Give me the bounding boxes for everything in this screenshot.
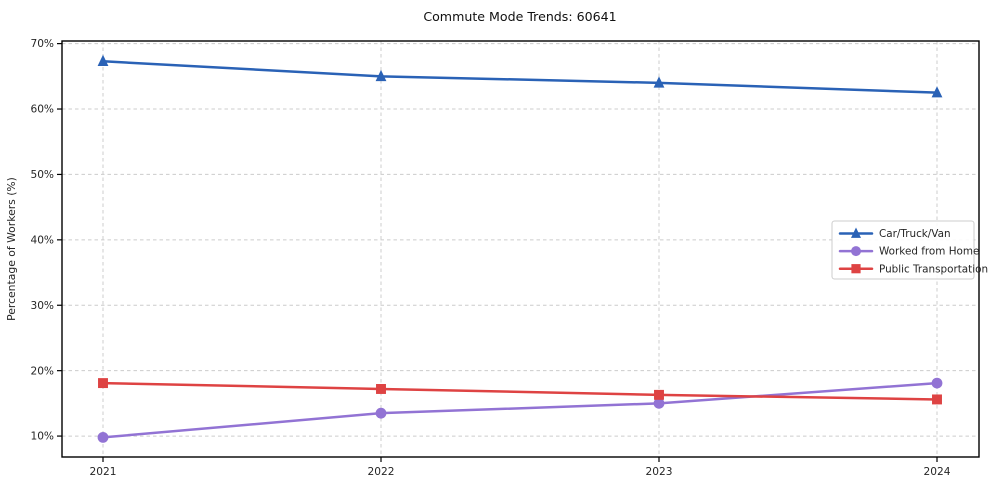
data-point-worked-from-home-2024: [931, 377, 943, 389]
legend-label: Public Transportation: [879, 263, 988, 275]
data-point-public-transportation-2023: [654, 389, 664, 400]
y-tick-label: 60%: [30, 104, 54, 116]
data-point-car-truck-van-2024: [931, 86, 943, 98]
series-line-public-transportation: [101, 381, 939, 401]
legend-label: Car/Truck/Van: [879, 228, 951, 240]
x-tick-label: 2021: [90, 466, 117, 478]
y-tick-label: 20%: [30, 365, 54, 377]
legend: Car/Truck/Van Worked from Home Public Tran…: [831, 220, 988, 280]
circle-icon: [851, 246, 861, 257]
data-point-worked-from-home-2023: [653, 397, 665, 409]
legend-label: Worked from Home: [879, 246, 979, 258]
tick-labels: 2021 2022 2023 2024 10% 20% 30% 40% 50% 60% 70%: [30, 38, 950, 478]
data-series: [97, 54, 943, 443]
y-tick-label: 40%: [30, 234, 54, 246]
x-tick-label: 2023: [646, 466, 673, 478]
y-tick-label: 10%: [30, 431, 54, 443]
series-line-car-truck-van: [101, 60, 939, 94]
x-tick-label: 2024: [924, 466, 951, 478]
series-line-worked-from-home: [101, 381, 939, 439]
plot-border: [61, 40, 980, 458]
axes: [57, 40, 980, 462]
data-point-public-transportation-2021: [98, 378, 108, 389]
data-point-car-truck-van-2023: [653, 76, 665, 88]
data-point-worked-from-home-2022: [375, 407, 387, 419]
legend-item: Public Transportation: [838, 263, 988, 275]
data-point-car-truck-van-2021: [97, 54, 109, 67]
data-point-worked-from-home-2021: [97, 431, 109, 443]
y-tick-label: 30%: [30, 300, 54, 312]
x-tick-label: 2022: [368, 466, 395, 478]
data-point-public-transportation-2024: [932, 394, 942, 405]
y-tick-label: 50%: [30, 169, 54, 181]
data-point-car-truck-van-2022: [375, 69, 387, 82]
legend-item: Car/Truck/Van: [838, 227, 951, 240]
legend-box: [831, 220, 975, 280]
chart-title: Commute Mode Trends: 60641: [423, 9, 616, 24]
triangle-icon: [851, 227, 861, 238]
legend-item: Worked from Home: [838, 246, 979, 258]
y-tick-label: 70%: [30, 38, 54, 50]
y-axis-label: Percentage of Workers (%): [5, 177, 18, 321]
data-point-public-transportation-2022: [376, 384, 386, 394]
square-icon: [851, 264, 861, 274]
